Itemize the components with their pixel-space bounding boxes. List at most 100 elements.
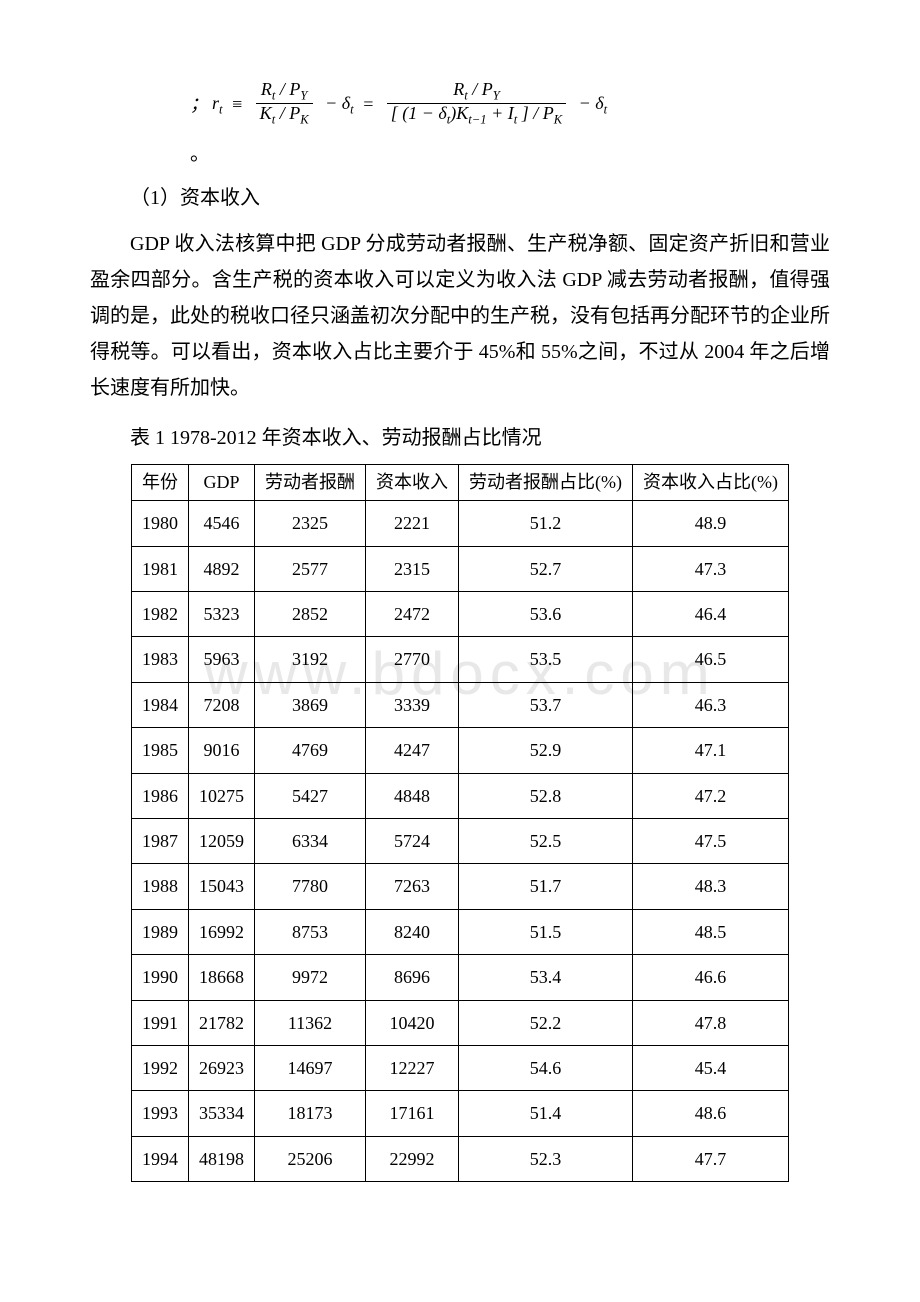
table-cell: 47.1 — [633, 728, 789, 773]
table-header-row: 年份 GDP 劳动者报酬 资本收入 劳动者报酬占比(%) 资本收入占比(%) — [132, 464, 789, 500]
table-cell: 51.4 — [459, 1091, 633, 1136]
table-cell: 2852 — [255, 592, 366, 637]
table-cell: 12059 — [189, 819, 255, 864]
table-cell: 1984 — [132, 682, 189, 727]
table-cell: 8696 — [366, 955, 459, 1000]
table-cell: 18668 — [189, 955, 255, 1000]
formula-end-punct: 。 — [190, 138, 830, 170]
table-row: 198148922577231552.747.3 — [132, 546, 789, 591]
table-cell: 48.9 — [633, 501, 789, 546]
table-row: 199335334181731716151.448.6 — [132, 1091, 789, 1136]
table-cell: 1989 — [132, 909, 189, 954]
table-cell: 45.4 — [633, 1045, 789, 1090]
table-cell: 47.7 — [633, 1136, 789, 1181]
table-cell: 48.5 — [633, 909, 789, 954]
table-cell: 53.5 — [459, 637, 633, 682]
table-cell: 16992 — [189, 909, 255, 954]
table-cell: 1988 — [132, 864, 189, 909]
table-cell: 10420 — [366, 1000, 459, 1045]
data-table: 年份 GDP 劳动者报酬 资本收入 劳动者报酬占比(%) 资本收入占比(%) 1… — [131, 464, 789, 1182]
col-capital: 资本收入 — [366, 464, 459, 500]
table-cell: 5427 — [255, 773, 366, 818]
table-cell: 6334 — [255, 819, 366, 864]
table-cell: 22992 — [366, 1136, 459, 1181]
table-cell: 2221 — [366, 501, 459, 546]
table-cell: 48.6 — [633, 1091, 789, 1136]
table-cell: 8240 — [366, 909, 459, 954]
table-cell: 52.5 — [459, 819, 633, 864]
table-cell: 12227 — [366, 1045, 459, 1090]
table-cell: 3869 — [255, 682, 366, 727]
table-cell: 1994 — [132, 1136, 189, 1181]
table-cell: 52.7 — [459, 546, 633, 591]
table-cell: 47.3 — [633, 546, 789, 591]
table-cell: 26923 — [189, 1045, 255, 1090]
table-cell: 1981 — [132, 546, 189, 591]
table-cell: 51.2 — [459, 501, 633, 546]
table-cell: 11362 — [255, 1000, 366, 1045]
table-cell: 46.6 — [633, 955, 789, 1000]
table-cell: 1993 — [132, 1091, 189, 1136]
table-cell: 46.5 — [633, 637, 789, 682]
table-cell: 2770 — [366, 637, 459, 682]
table-cell: 52.2 — [459, 1000, 633, 1045]
table-cell: 48198 — [189, 1136, 255, 1181]
table-cell: 52.3 — [459, 1136, 633, 1181]
table-cell: 7780 — [255, 864, 366, 909]
table-cell: 1987 — [132, 819, 189, 864]
table-cell: 5963 — [189, 637, 255, 682]
table-cell: 9016 — [189, 728, 255, 773]
table-cell: 47.5 — [633, 819, 789, 864]
table-cell: 7263 — [366, 864, 459, 909]
table-cell: 53.6 — [459, 592, 633, 637]
table-cell: 14697 — [255, 1045, 366, 1090]
table-cell: 1985 — [132, 728, 189, 773]
table-cell: 47.8 — [633, 1000, 789, 1045]
table-cell: 1980 — [132, 501, 189, 546]
table-row: 198472083869333953.746.3 — [132, 682, 789, 727]
col-gdp: GDP — [189, 464, 255, 500]
table-cell: 47.2 — [633, 773, 789, 818]
table-cell: 10275 — [189, 773, 255, 818]
table-cell: 21782 — [189, 1000, 255, 1045]
table-row: 199448198252062299252.347.7 — [132, 1136, 789, 1181]
table-row: 198253232852247253.646.4 — [132, 592, 789, 637]
table-row: 198590164769424752.947.1 — [132, 728, 789, 773]
table-cell: 4769 — [255, 728, 366, 773]
table-cell: 53.4 — [459, 955, 633, 1000]
table-row: 1986102755427484852.847.2 — [132, 773, 789, 818]
formula-equation: ； rt ≡ Rt / PY Kt / PK − δt = Rt / PY [ … — [190, 80, 830, 128]
table-cell: 2472 — [366, 592, 459, 637]
col-year: 年份 — [132, 464, 189, 500]
table-row: 1990186689972869653.446.6 — [132, 955, 789, 1000]
sub-heading: （1）资本收入 — [90, 180, 830, 216]
table-cell: 1986 — [132, 773, 189, 818]
table-row: 1987120596334572452.547.5 — [132, 819, 789, 864]
col-capital-pct: 资本收入占比(%) — [633, 464, 789, 500]
table-cell: 46.3 — [633, 682, 789, 727]
table-row: 199226923146971222754.645.4 — [132, 1045, 789, 1090]
table-cell: 4247 — [366, 728, 459, 773]
table-cell: 5323 — [189, 592, 255, 637]
table-row: 198359633192277053.546.5 — [132, 637, 789, 682]
table-cell: 1983 — [132, 637, 189, 682]
table-cell: 3192 — [255, 637, 366, 682]
table-cell: 25206 — [255, 1136, 366, 1181]
table-cell: 8753 — [255, 909, 366, 954]
table-caption: 表 1 1978-2012 年资本收入、劳动报酬占比情况 — [90, 420, 830, 456]
table-cell: 1991 — [132, 1000, 189, 1045]
table-cell: 51.5 — [459, 909, 633, 954]
col-labor: 劳动者报酬 — [255, 464, 366, 500]
table-cell: 1982 — [132, 592, 189, 637]
table-cell: 35334 — [189, 1091, 255, 1136]
table-row: 199121782113621042052.247.8 — [132, 1000, 789, 1045]
table-cell: 53.7 — [459, 682, 633, 727]
table-cell: 9972 — [255, 955, 366, 1000]
col-labor-pct: 劳动者报酬占比(%) — [459, 464, 633, 500]
table-cell: 15043 — [189, 864, 255, 909]
table-cell: 54.6 — [459, 1045, 633, 1090]
table-row: 198045462325222151.248.9 — [132, 501, 789, 546]
table-cell: 52.8 — [459, 773, 633, 818]
table-cell: 51.7 — [459, 864, 633, 909]
table-cell: 18173 — [255, 1091, 366, 1136]
